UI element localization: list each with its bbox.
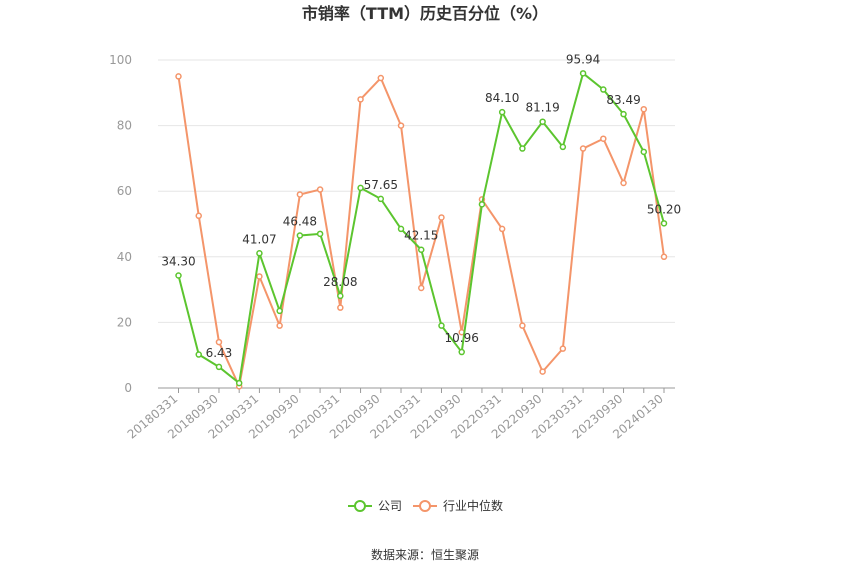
data-point[interactable] bbox=[316, 186, 324, 193]
legend-company-marker bbox=[354, 500, 366, 512]
data-label: 46.48 bbox=[283, 215, 317, 229]
data-point[interactable] bbox=[600, 86, 607, 93]
data-point[interactable] bbox=[195, 351, 202, 358]
data-point[interactable] bbox=[377, 74, 385, 82]
data-point[interactable] bbox=[276, 322, 283, 329]
legend[interactable]: 公司 行业中位数 bbox=[348, 498, 503, 513]
legend-item-company[interactable]: 公司 bbox=[348, 499, 402, 513]
data-point[interactable] bbox=[660, 220, 668, 227]
data-label: 41.07 bbox=[242, 232, 276, 246]
legend-industry-label: 行业中位数 bbox=[443, 498, 503, 513]
data-point[interactable] bbox=[498, 108, 506, 116]
data-point[interactable] bbox=[276, 307, 283, 315]
data-point[interactable] bbox=[337, 304, 344, 311]
data-label: 57.65 bbox=[364, 178, 398, 192]
grid bbox=[158, 59, 675, 323]
data-point[interactable] bbox=[357, 96, 364, 103]
data-point[interactable] bbox=[579, 70, 587, 77]
data-label: 81.19 bbox=[525, 101, 559, 115]
data-point[interactable] bbox=[215, 338, 223, 346]
data-point[interactable] bbox=[438, 322, 445, 329]
data-point[interactable] bbox=[620, 110, 627, 118]
data-point[interactable] bbox=[620, 179, 627, 187]
data-point[interactable] bbox=[600, 135, 607, 142]
data-point[interactable] bbox=[256, 250, 263, 257]
source-note: 数据来源：恒生聚源 bbox=[371, 547, 479, 562]
legend-industry-marker bbox=[419, 500, 431, 512]
chart-title: 市销率（TTM）历史百分位（%） bbox=[302, 4, 548, 23]
data-label: 6.43 bbox=[206, 346, 233, 360]
data-point[interactable] bbox=[296, 232, 304, 239]
data-point[interactable] bbox=[559, 143, 567, 151]
y-tick-label: 40 bbox=[117, 250, 132, 264]
data-point[interactable] bbox=[215, 363, 223, 371]
data-point[interactable] bbox=[256, 273, 263, 280]
y-tick-label: 100 bbox=[109, 53, 132, 67]
data-point[interactable] bbox=[519, 322, 526, 329]
data-label: 10.96 bbox=[445, 331, 479, 345]
data-labels: 34.30 6.43 41.07 46.48 28.08 57.65 42.15 10.96 8… bbox=[161, 52, 681, 360]
data-point[interactable] bbox=[377, 195, 385, 203]
data-point[interactable] bbox=[539, 118, 546, 125]
data-label: 50.20 bbox=[647, 202, 681, 216]
data-point[interactable] bbox=[539, 368, 546, 375]
data-point[interactable] bbox=[316, 230, 324, 238]
data-label: 95.94 bbox=[566, 52, 600, 66]
data-point[interactable] bbox=[559, 345, 567, 352]
data-point[interactable] bbox=[175, 272, 182, 279]
data-point[interactable] bbox=[498, 225, 506, 233]
series-industry-median bbox=[175, 73, 668, 390]
data-point[interactable] bbox=[296, 191, 304, 198]
data-point[interactable] bbox=[660, 253, 668, 261]
y-tick-label: 20 bbox=[117, 315, 132, 329]
data-label: 28.08 bbox=[323, 275, 357, 289]
data-point[interactable] bbox=[195, 212, 202, 220]
data-point[interactable] bbox=[397, 122, 405, 129]
series-area bbox=[175, 70, 668, 390]
data-point[interactable] bbox=[397, 225, 405, 233]
data-point[interactable] bbox=[640, 105, 648, 113]
data-point[interactable] bbox=[438, 214, 445, 221]
series-company bbox=[175, 70, 668, 387]
legend-company-label: 公司 bbox=[378, 499, 402, 513]
data-label: 42.15 bbox=[404, 229, 438, 243]
data-label: 83.49 bbox=[606, 93, 640, 107]
data-point[interactable] bbox=[478, 201, 486, 208]
data-point[interactable] bbox=[337, 292, 344, 300]
data-point[interactable] bbox=[235, 379, 243, 387]
data-label: 34.30 bbox=[161, 254, 195, 268]
data-point[interactable] bbox=[418, 246, 425, 253]
data-point[interactable] bbox=[640, 148, 648, 156]
y-tick-label: 60 bbox=[117, 184, 132, 198]
data-point[interactable] bbox=[579, 145, 587, 152]
y-tick-label: 0 bbox=[124, 381, 132, 395]
data-label: 84.10 bbox=[485, 91, 519, 105]
legend-item-industry-median[interactable]: 行业中位数 bbox=[413, 498, 503, 513]
data-point[interactable] bbox=[519, 145, 526, 152]
data-point[interactable] bbox=[418, 284, 425, 292]
data-point[interactable] bbox=[175, 73, 182, 80]
axes: 0204060801002018033120180930201903312019… bbox=[109, 53, 675, 442]
data-point[interactable] bbox=[357, 184, 364, 192]
y-tick-label: 80 bbox=[117, 119, 132, 133]
data-point[interactable] bbox=[458, 348, 465, 356]
